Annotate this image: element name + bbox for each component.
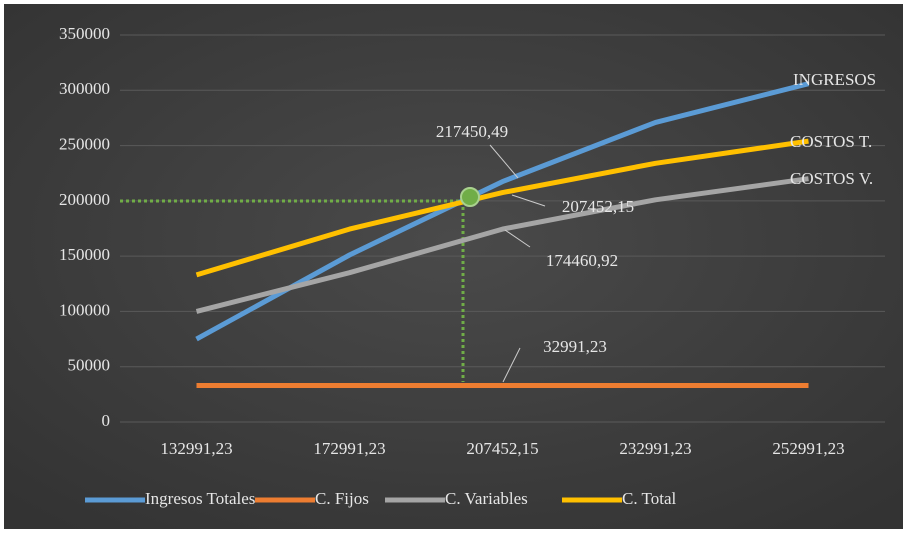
y-tick-label: 300000 <box>59 79 110 98</box>
y-tick-label: 150000 <box>59 245 110 264</box>
legend-label: C. Fijos <box>315 489 369 508</box>
series-line <box>195 138 809 278</box>
background <box>4 4 903 529</box>
y-tick-label: 50000 <box>68 356 111 375</box>
series-end-label: COSTOS T. <box>790 132 872 151</box>
series-line <box>195 176 809 314</box>
y-tick-label: 350000 <box>59 24 110 43</box>
y-tick-label: 100000 <box>59 300 110 319</box>
data-label: 217450,49 <box>436 122 508 141</box>
legend-label: C. Total <box>622 489 676 508</box>
x-tick-label: 232991,23 <box>619 439 691 458</box>
y-tick-label: 200000 <box>59 190 110 209</box>
y-tick-label: 0 <box>102 411 111 430</box>
x-tick-label: 252991,23 <box>772 439 844 458</box>
leader-line <box>511 194 546 207</box>
data-label: 207452,15 <box>562 197 634 216</box>
data-label: 32991,23 <box>543 337 607 356</box>
x-tick-label: 172991,23 <box>313 439 385 458</box>
break-even-point <box>460 187 480 207</box>
series-end-label: COSTOS V. <box>790 169 873 188</box>
x-tick-label: 207452,15 <box>466 439 538 458</box>
leader-line <box>502 347 521 383</box>
y-tick-label: 250000 <box>59 134 110 153</box>
data-label: 174460,92 <box>546 251 618 270</box>
series-end-label: INGRESOS <box>793 70 876 89</box>
leader-line <box>489 144 519 179</box>
legend-label: C. Variables <box>445 489 528 508</box>
x-tick-label: 132991,23 <box>160 439 232 458</box>
legend-label: Ingresos Totales <box>145 489 255 508</box>
leader-line <box>504 229 531 248</box>
